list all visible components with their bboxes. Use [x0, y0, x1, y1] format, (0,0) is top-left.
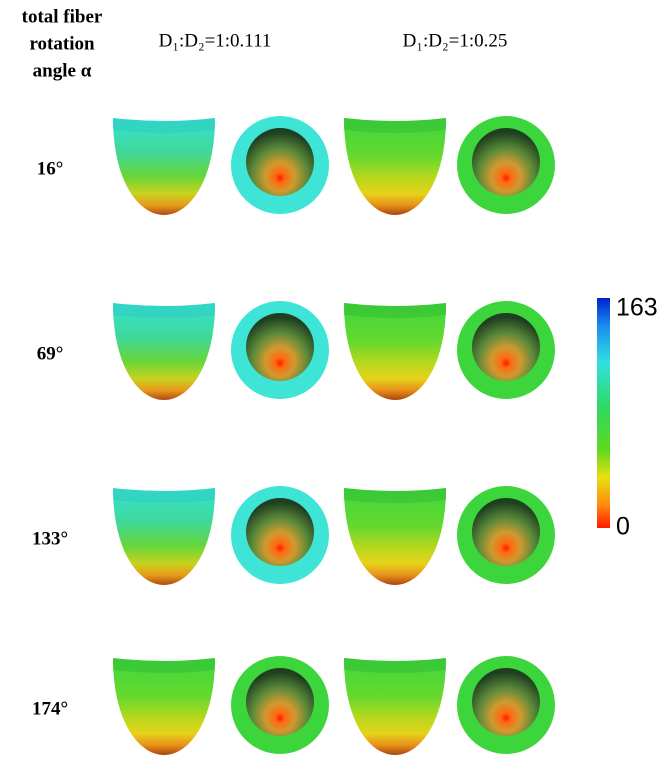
ventricle-side [113, 303, 215, 400]
ventricle-cavity [472, 498, 540, 566]
header-line: rotation [29, 33, 95, 54]
ventricle-cavity [472, 128, 540, 196]
ventricle-cavity [472, 313, 540, 381]
ventricle-rim [344, 303, 446, 318]
ventricle-rim [344, 488, 446, 503]
ventricle-cavity [246, 668, 314, 736]
row-label: 174° [32, 698, 68, 719]
ventricle-cavity [246, 128, 314, 196]
column-label: D₁:D₂=1:0.111 [159, 30, 272, 51]
ventricle-side [113, 658, 215, 755]
row-label: 69° [37, 343, 64, 364]
ventricle-cavity [246, 498, 314, 566]
row-label: 133° [32, 528, 68, 549]
ventricle-rim [113, 488, 215, 503]
ventricle-side [113, 118, 215, 215]
ventricle-rim [113, 658, 215, 673]
ventricle-rim [113, 118, 215, 133]
ventricle-cavity [472, 668, 540, 736]
ventricle-side [344, 658, 446, 755]
colorbar-min: 0 [616, 513, 630, 541]
ventricle-cavity [246, 313, 314, 381]
colorbar [597, 298, 610, 528]
colorbar-max: 163 [616, 294, 658, 322]
ventricle-side [113, 488, 215, 585]
row-label: 16° [37, 158, 64, 179]
ventricle-rim [344, 118, 446, 133]
header-line: total fiber [22, 6, 103, 27]
ventricle-side [344, 118, 446, 215]
ventricle-side [344, 488, 446, 585]
ventricle-rim [344, 658, 446, 673]
column-label: D₁:D₂=1:0.25 [403, 30, 508, 51]
ventricle-side [344, 303, 446, 400]
header-line: angle α [33, 60, 92, 81]
ventricle-rim [113, 303, 215, 318]
